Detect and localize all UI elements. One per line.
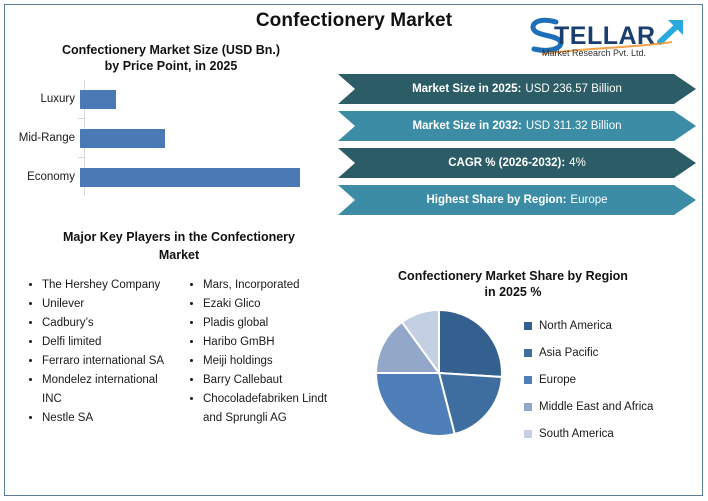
bar-chart-plot-area: Luxury Mid-Range Economy xyxy=(16,80,326,196)
stellar-logo: TELLAR Market Research Pvt. Ltd. xyxy=(512,8,694,60)
key-player-item: Mars, Incorporated xyxy=(203,276,344,295)
pie-chart-title-line1: Confectionery Market Share by Region xyxy=(398,269,628,283)
key-players-title-line1: Major Key Players in the Confectionery xyxy=(62,230,295,244)
bar-row: Luxury xyxy=(16,80,326,118)
key-player-item: Pladis global xyxy=(203,314,344,333)
pie-chart-legend: North America Asia Pacific Europe Middle Ea… xyxy=(524,312,653,447)
bar-fill xyxy=(80,167,301,187)
key-player-item: Barry Callebaut xyxy=(203,371,344,390)
bar-chart-axis-tick xyxy=(78,118,84,119)
metric-banner-label: Market Size in 2032: xyxy=(412,120,522,132)
pie-legend-label: Asia Pacific xyxy=(539,346,599,359)
pie-chart-body: North America Asia Pacific Europe Middle Ea… xyxy=(358,308,698,488)
bar-fill xyxy=(80,89,117,109)
key-player-item: Nestle SA xyxy=(42,409,179,428)
pie-legend-swatch xyxy=(524,348,532,357)
key-players-column-right: Mars, IncorporatedEzaki GlicoPladis glob… xyxy=(179,276,344,428)
metric-banner-value: Europe xyxy=(570,194,608,206)
pie-slice xyxy=(374,372,456,437)
metric-banner-label: Market Size in 2025: xyxy=(412,83,522,95)
key-player-item: Meiji holdings xyxy=(203,352,344,371)
pie-legend-item: Asia Pacific xyxy=(524,339,653,366)
metric-banner: Market Size in 2032: USD 311.32 Billion xyxy=(338,111,696,141)
bar-track xyxy=(80,158,326,196)
pie-slice xyxy=(438,308,503,379)
pie-chart-market-share-by-region: Confectionery Market Share by Region in … xyxy=(358,268,698,496)
metric-banner: Market Size in 2025: USD 236.57 Billion xyxy=(338,74,696,104)
metric-banner-value: 4% xyxy=(569,157,586,169)
page-title: Confectionery Market xyxy=(255,10,453,31)
key-player-item: Ferraro international SA xyxy=(42,352,179,371)
pie-legend-label: South America xyxy=(539,427,614,440)
bar-chart-title-line2: by Price Point, in 2025 xyxy=(104,59,238,73)
bar-row: Mid-Range xyxy=(16,119,326,157)
key-players-section: Major Key Players in the Confectionery M… xyxy=(14,228,344,428)
key-player-item: Ezaki Glico xyxy=(203,295,344,314)
pie-chart-title: Confectionery Market Share by Region in … xyxy=(358,268,698,300)
bar-label: Economy xyxy=(27,170,75,183)
pie-legend-item: Europe xyxy=(524,366,653,393)
pie-slice xyxy=(374,320,441,374)
bar-track xyxy=(80,119,326,157)
pie-legend-swatch xyxy=(524,375,532,384)
metric-banner: CAGR % (2026-2032): 4% xyxy=(338,148,696,178)
pie-legend-label: Middle East and Africa xyxy=(539,400,654,413)
key-player-item: Cadbury’s xyxy=(42,314,179,333)
pie-legend-item: Middle East and Africa xyxy=(524,393,653,420)
bar-fill xyxy=(80,128,165,148)
key-player-item: Unilever xyxy=(42,295,179,314)
pie-slice xyxy=(437,371,503,436)
pie-legend-label: Europe xyxy=(539,373,577,386)
pie-legend-swatch xyxy=(524,321,532,330)
pie-legend-item: North America xyxy=(524,312,653,339)
bar-chart-title-line1: Confectionery Market Size (USD Bn.) xyxy=(61,43,281,57)
key-players-title-line2: Market xyxy=(158,248,200,262)
metric-banner-value: USD 311.32 Billion xyxy=(525,120,622,132)
key-player-item: Chocoladefabriken Lindt and Sprungli AG xyxy=(203,390,344,428)
key-player-item: Haribo GmBH xyxy=(203,333,344,352)
bar-row: Economy xyxy=(16,158,326,196)
pie-legend-swatch xyxy=(524,429,532,438)
bar-chart-axis-tick xyxy=(78,157,84,158)
pie-legend-swatch xyxy=(524,402,532,411)
key-player-item: Mondelez international INC xyxy=(42,371,179,409)
key-player-item: Delfi limited xyxy=(42,333,179,352)
key-players-column-left: The Hershey CompanyUnileverCadbury’sDelf… xyxy=(14,276,179,428)
pie-chart-title-line2: in 2025 % xyxy=(484,285,542,299)
key-metrics-banner-list: Market Size in 2025: USD 236.57 Billion Ma… xyxy=(338,74,696,222)
metric-banner-label: CAGR % (2026-2032): xyxy=(448,157,566,169)
key-player-item: The Hershey Company xyxy=(42,276,179,295)
pie-legend-item: South America xyxy=(524,420,653,447)
metric-banner-label: Highest Share by Region: xyxy=(426,194,567,206)
bar-track xyxy=(80,80,326,118)
logo-graphic: TELLAR Market Research Pvt. Ltd. xyxy=(530,17,683,58)
key-players-list-left: The Hershey CompanyUnileverCadbury’sDelf… xyxy=(24,276,179,428)
pie-legend-label: North America xyxy=(539,319,612,332)
bar-chart-market-size-by-price-point: Confectionery Market Size (USD Bn.) by P… xyxy=(16,42,326,207)
key-players-title: Major Key Players in the Confectionery M… xyxy=(14,228,344,264)
bar-chart-title: Confectionery Market Size (USD Bn.) by P… xyxy=(16,42,326,74)
metric-banner: Highest Share by Region: Europe xyxy=(338,185,696,215)
pie-chart-graphic xyxy=(374,308,503,437)
metric-banner-value: USD 236.57 Billion xyxy=(525,83,622,95)
key-players-list-right: Mars, IncorporatedEzaki GlicoPladis glob… xyxy=(185,276,344,428)
bar-label: Mid-Range xyxy=(18,131,75,144)
pie-slice xyxy=(400,308,440,377)
logo-tagline: Market Research Pvt. Ltd. xyxy=(542,48,646,58)
bar-label: Luxury xyxy=(40,92,75,105)
key-players-columns: The Hershey CompanyUnileverCadbury’sDelf… xyxy=(14,276,344,428)
